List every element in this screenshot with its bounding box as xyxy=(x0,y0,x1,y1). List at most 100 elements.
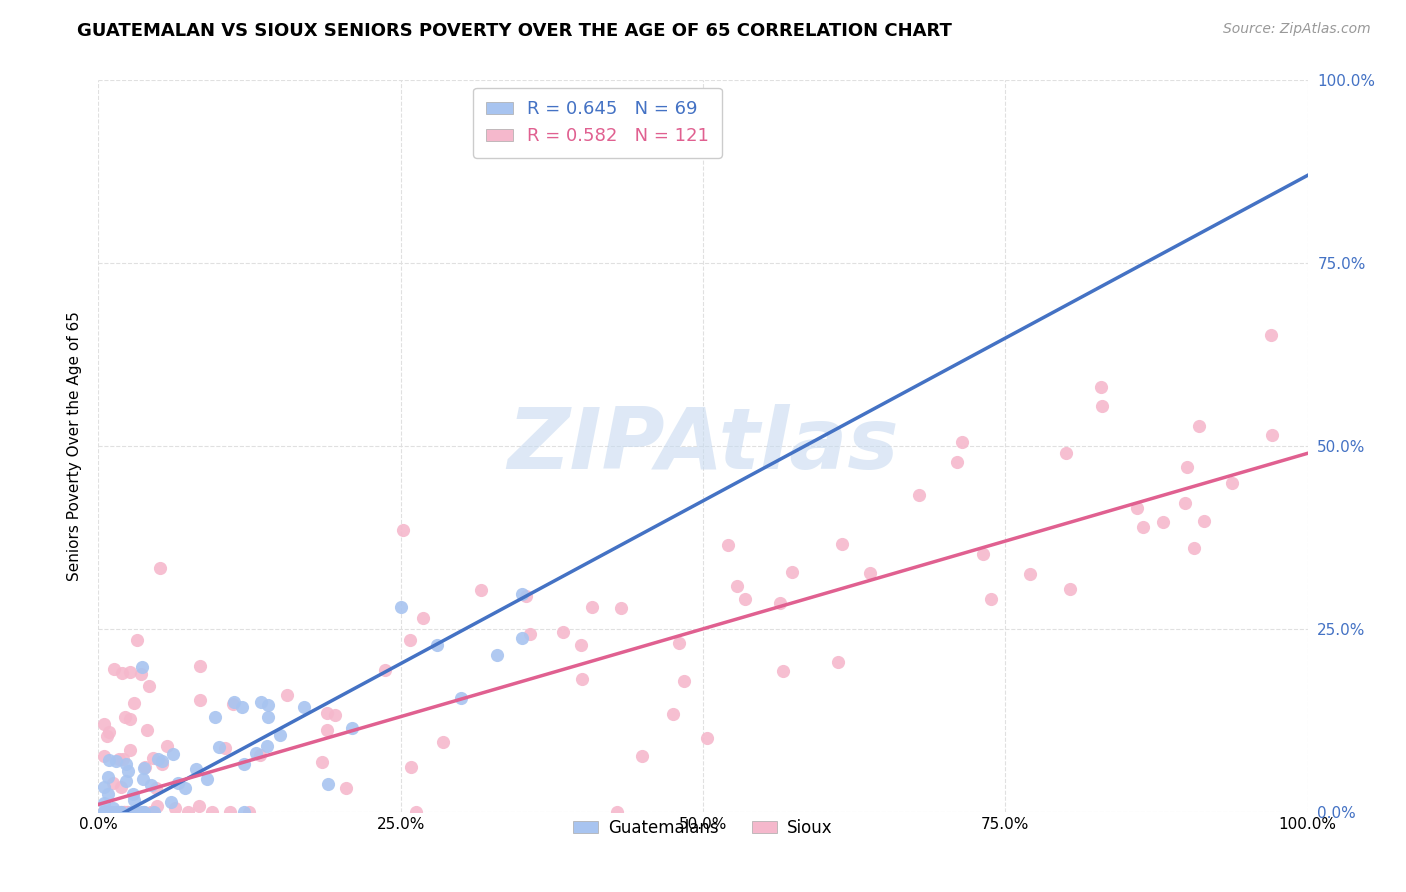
Point xyxy=(696,731,718,745)
Point xyxy=(256,739,278,753)
Point xyxy=(111,805,134,819)
Point xyxy=(551,625,574,640)
Point xyxy=(188,693,211,707)
Point xyxy=(162,747,184,762)
Point xyxy=(1188,418,1211,433)
Point xyxy=(97,805,120,819)
Point xyxy=(315,706,337,720)
Point xyxy=(450,691,472,706)
Point xyxy=(115,805,138,819)
Point xyxy=(114,710,136,724)
Point xyxy=(122,793,145,807)
Point xyxy=(101,801,124,815)
Point xyxy=(124,696,146,710)
Point xyxy=(827,655,849,669)
Point xyxy=(135,723,157,737)
Point xyxy=(107,805,129,819)
Point xyxy=(519,627,541,641)
Point xyxy=(668,636,690,650)
Point xyxy=(486,648,509,662)
Point xyxy=(105,755,128,769)
Point xyxy=(124,805,146,819)
Point xyxy=(432,735,454,749)
Point xyxy=(222,697,245,711)
Point xyxy=(1174,496,1197,510)
Point xyxy=(104,805,127,819)
Point xyxy=(101,775,124,789)
Point xyxy=(245,747,267,761)
Point xyxy=(93,805,115,819)
Point xyxy=(581,599,603,614)
Point xyxy=(112,805,135,819)
Point xyxy=(117,805,139,819)
Point xyxy=(93,805,115,819)
Point xyxy=(107,752,129,766)
Point xyxy=(118,665,141,680)
Point xyxy=(100,805,122,819)
Point xyxy=(101,805,124,819)
Point xyxy=(165,801,187,815)
Point xyxy=(672,674,695,689)
Point xyxy=(117,764,139,779)
Point xyxy=(96,805,118,819)
Point xyxy=(950,435,973,450)
Point xyxy=(129,666,152,681)
Point xyxy=(606,805,628,819)
Point xyxy=(131,660,153,674)
Text: GUATEMALAN VS SIOUX SENIORS POVERTY OVER THE AGE OF 65 CORRELATION CHART: GUATEMALAN VS SIOUX SENIORS POVERTY OVER… xyxy=(77,22,952,40)
Point xyxy=(146,751,169,765)
Point xyxy=(122,787,145,801)
Point xyxy=(93,805,115,819)
Point xyxy=(249,747,271,762)
Point xyxy=(118,712,141,726)
Point xyxy=(134,760,156,774)
Point xyxy=(114,757,136,772)
Point xyxy=(257,698,280,712)
Point xyxy=(214,741,236,756)
Point xyxy=(159,795,181,809)
Point xyxy=(1261,428,1284,442)
Point xyxy=(188,658,211,673)
Point xyxy=(96,805,118,819)
Point xyxy=(97,805,120,819)
Point xyxy=(219,805,242,819)
Point xyxy=(1125,501,1147,516)
Point xyxy=(250,695,273,709)
Point xyxy=(134,761,156,775)
Point xyxy=(98,753,121,767)
Point xyxy=(104,805,127,819)
Point xyxy=(184,762,207,776)
Point xyxy=(93,717,115,731)
Point xyxy=(201,805,224,819)
Point xyxy=(609,601,631,615)
Point xyxy=(167,775,190,789)
Point xyxy=(1054,446,1077,460)
Point xyxy=(93,749,115,764)
Point xyxy=(156,739,179,753)
Point xyxy=(1175,459,1198,474)
Point xyxy=(256,710,278,724)
Point xyxy=(150,754,173,768)
Point xyxy=(152,756,174,771)
Point xyxy=(115,774,138,789)
Point xyxy=(1059,582,1081,597)
Point xyxy=(972,547,994,561)
Point xyxy=(104,805,127,819)
Point xyxy=(908,488,931,502)
Point xyxy=(121,805,143,819)
Point xyxy=(131,805,153,819)
Point xyxy=(470,582,492,597)
Point xyxy=(110,780,132,794)
Point xyxy=(510,587,533,601)
Text: ZIPAtlas: ZIPAtlas xyxy=(508,404,898,488)
Point xyxy=(112,805,135,819)
Point xyxy=(426,638,449,652)
Point xyxy=(132,805,155,819)
Point xyxy=(125,805,148,819)
Point xyxy=(145,780,167,795)
Point xyxy=(232,757,254,772)
Point xyxy=(121,805,143,819)
Point xyxy=(146,799,169,814)
Point xyxy=(98,805,121,819)
Point xyxy=(105,805,128,819)
